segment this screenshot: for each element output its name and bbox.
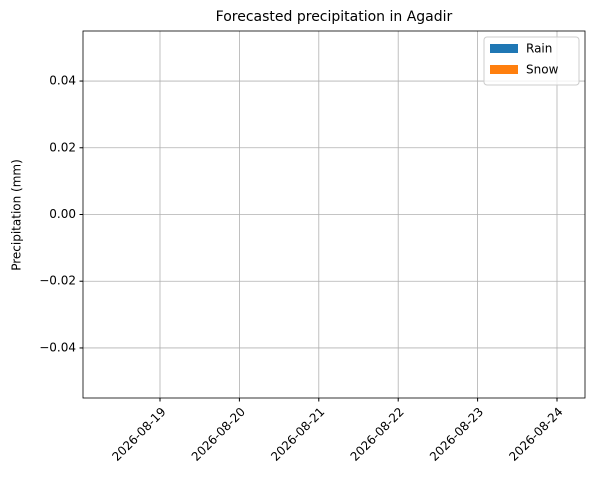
y-axis-label: Precipitation (mm)	[10, 159, 24, 271]
legend: Rain Snow	[483, 36, 580, 86]
chart-title: Forecasted precipitation in Agadir	[216, 9, 453, 25]
x-tick-label: 2026-08-24	[506, 405, 565, 464]
x-tick-label: 2026-08-22	[348, 405, 407, 464]
y-tick-label: 0.00	[49, 207, 76, 221]
y-tick-label: −0.04	[39, 340, 76, 354]
y-tick-label: 0.04	[49, 74, 76, 88]
x-tick-label: 2026-08-21	[268, 405, 327, 464]
legend-label: Rain	[526, 42, 552, 56]
legend-swatch	[490, 65, 518, 74]
plot-frame	[82, 30, 586, 399]
x-tick-label: 2026-08-20	[189, 405, 248, 464]
legend-label: Snow	[526, 63, 559, 77]
x-tick-label: 2026-08-23	[427, 405, 486, 464]
x-tick-label: 2026-08-19	[109, 405, 168, 464]
y-tick-label: 0.02	[49, 140, 76, 154]
legend-swatch	[490, 44, 518, 53]
y-tick-label: −0.02	[39, 274, 76, 288]
